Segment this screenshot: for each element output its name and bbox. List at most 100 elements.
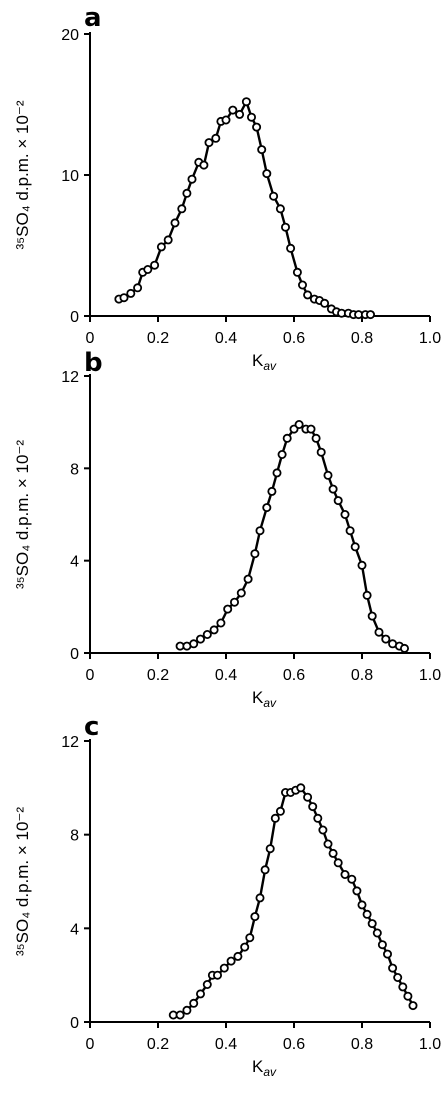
data-point bbox=[404, 993, 411, 1000]
chart-panel-b: b 0 0.2 0.4 0.6 0.8 1.0 0 4 8 12 Kav ³⁵SO₄ d.p.m. × … bbox=[13, 348, 441, 710]
y-axis-label: ³⁵SO₄ d.p.m. × 10⁻² bbox=[13, 100, 32, 249]
data-point bbox=[221, 965, 228, 972]
x-axis-label-main: K bbox=[252, 1057, 264, 1076]
data-point bbox=[270, 193, 277, 200]
data-point bbox=[177, 1011, 184, 1018]
data-point bbox=[335, 859, 342, 866]
data-point bbox=[120, 294, 127, 301]
data-point bbox=[294, 269, 301, 276]
data-point bbox=[248, 114, 255, 121]
panel-letter: b bbox=[84, 348, 103, 378]
data-point bbox=[341, 511, 348, 518]
data-point bbox=[204, 981, 211, 988]
data-point bbox=[330, 850, 337, 857]
data-point bbox=[228, 958, 235, 965]
y-tick-label: 10 bbox=[61, 168, 79, 185]
x-tick-label: 0 bbox=[86, 1036, 95, 1053]
x-tick-label: 0 bbox=[86, 667, 95, 684]
data-point bbox=[258, 146, 265, 153]
y-tick-label: 4 bbox=[70, 921, 79, 938]
y-tick-label: 0 bbox=[70, 309, 79, 326]
x-axis-label-main: K bbox=[252, 688, 264, 707]
data-point bbox=[273, 469, 280, 476]
data-point bbox=[382, 636, 389, 643]
data-point bbox=[364, 911, 371, 918]
y-tick-label: 20 bbox=[61, 27, 79, 44]
data-point bbox=[309, 803, 316, 810]
x-tick-label: 0.8 bbox=[351, 667, 373, 684]
x-axis-label: Kav bbox=[252, 351, 277, 373]
x-tick-label: 1.0 bbox=[419, 667, 441, 684]
data-point bbox=[277, 205, 284, 212]
data-point bbox=[324, 472, 331, 479]
data-point bbox=[367, 311, 374, 318]
data-point bbox=[238, 589, 245, 596]
data-point bbox=[190, 1000, 197, 1007]
data-point bbox=[245, 576, 252, 583]
y-tick-label: 12 bbox=[61, 369, 79, 386]
x-tick-label: 0.2 bbox=[147, 667, 169, 684]
data-point bbox=[263, 504, 270, 511]
data-point bbox=[256, 894, 263, 901]
data-point bbox=[304, 794, 311, 801]
data-point bbox=[307, 426, 314, 433]
data-point bbox=[282, 224, 289, 231]
data-point bbox=[279, 451, 286, 458]
data-point bbox=[394, 974, 401, 981]
y-tick-label: 8 bbox=[70, 828, 79, 845]
data-point bbox=[348, 876, 355, 883]
y-tick-label: 0 bbox=[70, 1015, 79, 1032]
x-tick-label: 0.8 bbox=[351, 330, 373, 347]
x-axis-label-main: K bbox=[252, 351, 264, 370]
chart-panel-c: c 0 0.2 0.4 0.6 0.8 1.0 0 4 8 12 Kav ³⁵SO₄ d.p.m. × … bbox=[13, 712, 441, 1079]
data-point bbox=[389, 965, 396, 972]
data-point bbox=[183, 1007, 190, 1014]
data-point bbox=[374, 929, 381, 936]
data-point bbox=[144, 266, 151, 273]
data-point bbox=[358, 901, 365, 908]
data-point bbox=[284, 435, 291, 442]
y-tick-label: 4 bbox=[70, 554, 79, 571]
x-tick-label: 1.0 bbox=[419, 330, 441, 347]
data-point bbox=[321, 300, 328, 307]
data-point bbox=[369, 613, 376, 620]
x-axis-label: Kav bbox=[252, 688, 277, 710]
data-point bbox=[171, 219, 178, 226]
data-point bbox=[287, 245, 294, 252]
data-point bbox=[304, 291, 311, 298]
data-point bbox=[353, 887, 360, 894]
data-point bbox=[197, 636, 204, 643]
x-tick-label: 0.2 bbox=[147, 1036, 169, 1053]
x-tick-label: 0 bbox=[86, 330, 95, 347]
data-point bbox=[224, 606, 231, 613]
chart-panel-a: a 0 0.2 0.4 0.6 0.8 1.0 0 10 20 Kav ³⁵SO₄ d.p.m. × … bbox=[13, 3, 441, 373]
data-point bbox=[234, 953, 241, 960]
x-axis-label-subscript: av bbox=[263, 696, 277, 710]
data-point bbox=[347, 527, 354, 534]
data-point bbox=[364, 592, 371, 599]
data-point bbox=[314, 815, 321, 822]
data-point bbox=[211, 626, 218, 633]
data-point bbox=[214, 972, 221, 979]
x-tick-label: 0.4 bbox=[215, 1036, 237, 1053]
data-point bbox=[134, 284, 141, 291]
x-tick-label: 0.6 bbox=[283, 1036, 305, 1053]
data-point bbox=[197, 990, 204, 997]
data-point bbox=[246, 934, 253, 941]
data-point bbox=[253, 124, 260, 131]
x-tick-label: 0.2 bbox=[147, 330, 169, 347]
x-axis-label-subscript: av bbox=[263, 359, 277, 373]
data-point bbox=[222, 116, 229, 123]
data-point bbox=[241, 944, 248, 951]
y-tick-label: 0 bbox=[70, 646, 79, 663]
panel-letter: c bbox=[84, 712, 99, 742]
data-point bbox=[318, 449, 325, 456]
y-tick-label: 8 bbox=[70, 461, 79, 478]
data-point bbox=[324, 840, 331, 847]
data-point bbox=[251, 550, 258, 557]
data-point bbox=[204, 631, 211, 638]
data-point bbox=[243, 98, 250, 105]
data-point bbox=[127, 290, 134, 297]
data-point bbox=[352, 543, 359, 550]
x-tick-label: 0.4 bbox=[215, 667, 237, 684]
